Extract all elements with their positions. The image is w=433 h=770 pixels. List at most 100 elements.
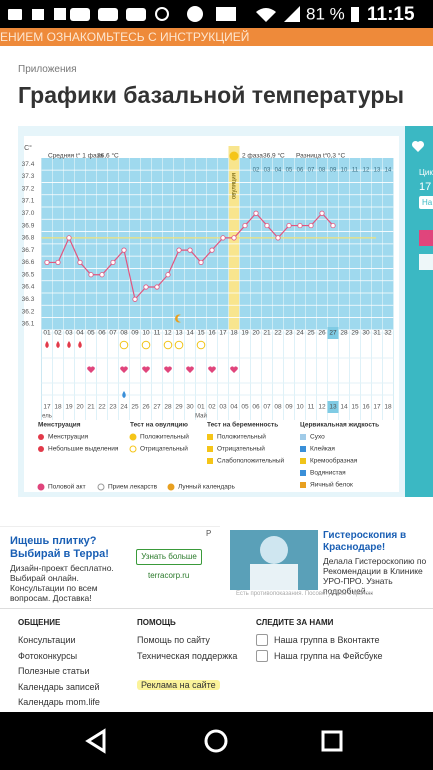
ad-left[interactable]: P Ищешь плитку? Выбирай в Терра! Дизайн-…: [0, 526, 220, 603]
legend-item: Водянистая: [310, 470, 346, 477]
intercourse-icon: [87, 366, 95, 373]
footer-link[interactable]: Помощь по сайту: [137, 635, 210, 645]
icon: [70, 8, 90, 21]
temperature-point: [77, 259, 83, 266]
legend-group-title: Менструация: [38, 422, 81, 429]
banner[interactable]: ЕНИЕМ ОЗНАКОМЬТЕСЬ С ИНСТРУКЦИЕЙ: [0, 28, 433, 46]
legend-icon: [300, 458, 306, 464]
date-label: 07: [263, 404, 271, 411]
cycle-day-label: 16: [208, 330, 216, 337]
cycle-day-label: 06: [98, 330, 106, 337]
date-label: 06: [252, 404, 260, 411]
banner-text: ЕНИЕМ ОЗНАКОМЬТЕСЬ С ИНСТРУКЦИЕЙ: [0, 30, 250, 44]
ad-note: Есть противопоказания. Посоветуйтесь с в…: [236, 591, 374, 597]
menstruation-icon: [67, 341, 71, 348]
phase1-label: Средняя t° 1 фаза: [48, 152, 104, 160]
footer-link[interactable]: Реклама на сайте: [137, 680, 220, 690]
temperature-point: [198, 259, 204, 266]
legend-item: Положительный: [217, 433, 266, 441]
footer-link[interactable]: Полезные статьи: [18, 666, 90, 676]
legend-item: Менструация: [48, 434, 89, 441]
y-tick-label: 37.1: [22, 198, 35, 205]
phase2-day: 04: [275, 168, 282, 174]
phase2-day: 03: [264, 168, 271, 174]
cycle-day-label: 18: [230, 330, 238, 337]
phase2-day: 12: [363, 168, 370, 174]
recents-button[interactable]: [321, 730, 343, 752]
date-label: 28: [164, 404, 172, 411]
date-label: 17: [43, 404, 51, 411]
current-date-highlight: [327, 401, 339, 413]
breadcrumb[interactable]: Приложения: [18, 64, 77, 75]
footer-link[interactable]: Наша группа в Вконтакте: [274, 635, 380, 645]
legend-item: Лунный календарь: [178, 483, 235, 491]
ovulation-test-icon: [163, 340, 173, 350]
cycle-day-label: 11: [154, 330, 161, 337]
ad-domain: terracorp.ru: [148, 571, 190, 580]
date-label: 12: [318, 404, 326, 411]
temperature-point: [143, 284, 149, 290]
y-tick-label: 37.4: [22, 161, 35, 168]
temperature-point: [209, 247, 215, 253]
legend-item: Половой акт: [48, 483, 86, 491]
ad-right-text: Делала Гистероскопию по Рекомендации в К…: [323, 556, 427, 596]
nav-bar: [0, 712, 433, 770]
watery-icon: [122, 391, 126, 398]
cycle-day-label: 20: [252, 330, 260, 337]
moon-icon: [175, 314, 181, 323]
intercourse-icon: [120, 366, 128, 373]
footer-link[interactable]: Календарь записей: [18, 681, 100, 692]
plus-tile[interactable]: [419, 254, 433, 270]
footer-link[interactable]: Фотоконкурсы: [18, 650, 78, 661]
temperature-point: [275, 235, 281, 241]
temperature-point: [88, 272, 94, 278]
legend-item: Отрицательный: [140, 445, 188, 453]
date-label: 11: [308, 404, 315, 411]
cycle-day-label: 32: [384, 330, 392, 337]
date-label: 09: [285, 404, 293, 411]
back-button[interactable]: [85, 728, 106, 754]
side-label: Цик: [419, 168, 433, 177]
diff-label: Разница t°: [296, 152, 328, 160]
date-label: 20: [76, 404, 84, 411]
y-tick-label: 36.6: [22, 259, 35, 266]
cycle-day-label: 27: [329, 330, 337, 337]
temperature-point: [165, 272, 171, 278]
signal-icon: [284, 6, 300, 22]
cycle-day-label: 13: [175, 330, 183, 337]
y-tick-label: 37.2: [22, 185, 35, 192]
footer-heading: ОБЩЕНИЕ: [18, 618, 61, 627]
social-icon: [256, 634, 268, 646]
side-panel: Цик 17 На: [405, 126, 433, 497]
ad-image[interactable]: [230, 530, 318, 590]
footer-link[interactable]: Техническая поддержка: [137, 650, 238, 661]
home-button[interactable]: [204, 729, 228, 753]
icon: [98, 8, 118, 21]
temperature-point: [55, 259, 61, 266]
ad-right-title[interactable]: Гистероскопия в Краснодаре!: [323, 530, 407, 553]
date-label: 02: [208, 404, 216, 411]
icon: [155, 7, 169, 21]
cycle-day-label: 31: [373, 330, 381, 337]
legend-item: Клейкая: [310, 445, 335, 453]
ovulation-test-icon: [141, 340, 151, 350]
cycle-day-label: 21: [263, 330, 271, 337]
cycle-day-label: 09: [131, 330, 139, 337]
nav-icons: [85, 728, 343, 754]
legend-icon: [37, 483, 45, 491]
icon: [8, 9, 22, 20]
legend-group-title: Тест на овуляцию: [130, 422, 188, 429]
cycle-day-label: 10: [142, 330, 150, 337]
ad-button[interactable]: Узнать больше: [136, 549, 202, 565]
temperature-point: [176, 247, 182, 253]
footer-link[interactable]: Наша группа на Фейсбуке: [274, 650, 383, 661]
footer-link[interactable]: Консультации: [18, 635, 76, 645]
cycle-day-label: 07: [109, 330, 117, 337]
clock: 11:15: [367, 4, 415, 25]
ovulation-icon: [229, 151, 239, 161]
footer-link[interactable]: Календарь mom.life: [18, 697, 100, 707]
current-day-highlight: [327, 327, 339, 339]
side-button[interactable]: [419, 196, 433, 209]
temperature-point: [297, 222, 303, 229]
pink-tile[interactable]: [419, 230, 433, 246]
